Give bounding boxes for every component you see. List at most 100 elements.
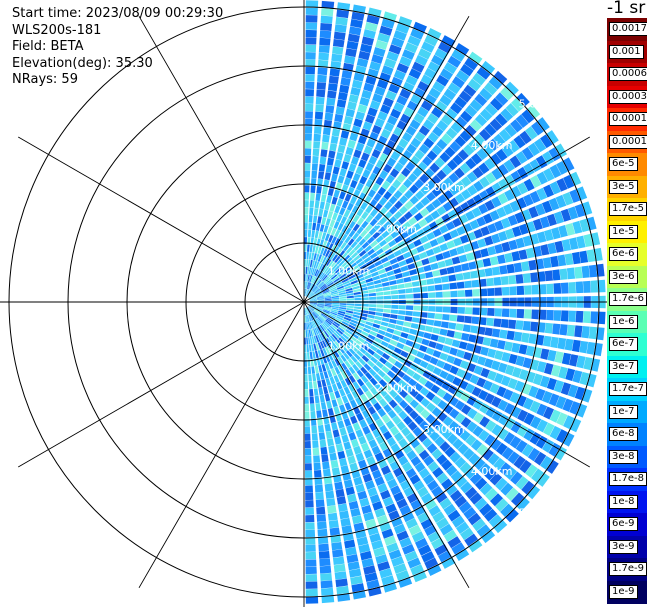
radar-gate [542,151,555,165]
radar-gate [489,493,504,507]
radar-gate [565,222,576,236]
radar-gate [539,375,550,388]
radar-gate [307,306,313,313]
radar-gate [316,279,322,286]
radar-gate [353,445,362,455]
radar-gate [317,262,322,270]
radar-gate [334,267,342,274]
radar-gate [554,240,564,253]
radar-gate [308,381,313,389]
radar-gate [343,115,354,125]
radar-gate [363,565,376,575]
radar-gate [362,270,371,277]
radar-gate [304,411,310,419]
radar-gate [448,197,459,208]
radar-gate [341,200,349,209]
radar-gate [304,163,311,171]
radar-gate [459,130,472,142]
radar-gate [335,106,345,116]
radar-gate [389,426,400,436]
radar-gate [536,403,548,417]
radar-gate [379,25,393,36]
radar-gate [458,380,469,390]
range-ring-label: 4.00km [471,465,513,478]
radar-gate [510,492,525,507]
radar-gate [310,329,314,337]
radar-gate [562,432,575,447]
radar-gate [327,317,334,323]
radar-gate [529,431,542,445]
radar-gate [313,287,319,293]
radar-gate [383,304,392,309]
radar-gate [447,55,462,68]
radar-gate [349,321,357,327]
radar-gate [380,489,391,500]
radar-gate [305,588,318,597]
radar-gate [305,266,308,274]
instrument-name-text: WLS200s-181 [12,22,102,38]
radar-gate [375,287,383,292]
radar-gate [305,29,317,38]
radar-gate [341,224,348,233]
radar-gate [336,397,344,406]
radar-gate [366,14,380,25]
azimuth-spokes [0,0,634,607]
radar-gate [458,501,472,514]
radar-gate [509,200,521,213]
radar-gate [339,273,347,279]
radar-gate [375,348,384,356]
radar-gate [316,186,322,194]
radar-gate [333,375,340,383]
radar-gate [529,159,542,173]
radar-gate [337,222,344,231]
radar-gate [510,471,523,485]
radar-gate [361,297,369,301]
radar-gate [337,144,346,154]
radar-gate [321,313,328,318]
radar-gate [387,239,397,248]
radar-gate [505,487,519,501]
radar-gate [355,142,365,152]
radar-gate [339,191,346,200]
radar-gate [381,317,390,323]
radar-gate [332,38,345,48]
radar-gate [326,337,332,346]
radar-gate [484,434,496,447]
radar-gate [404,550,418,562]
radar-gate [304,148,312,156]
radar-gate [556,160,568,175]
radar-gate [320,580,333,589]
radar-gate [320,573,333,582]
radar-gate [411,317,420,323]
radar-gate [316,306,324,310]
radar-gate [323,371,329,379]
radar-gate [319,30,332,39]
radar-gate [331,173,338,182]
radar-gate [454,193,466,204]
radar-gate [332,46,344,55]
radar-gate [339,294,347,298]
radar-gate [356,350,364,358]
radar-gate [422,473,435,485]
radar-gate [418,125,430,137]
radar-gate [386,437,397,447]
radar-gate [367,189,377,198]
radar-gate [471,386,482,397]
radar-gate [435,491,448,504]
colorbar-tick-label: 0.001 [609,44,644,59]
radar-gate [343,386,351,395]
radar-gate [346,298,355,301]
radar-gate [388,549,402,560]
radar-gate [327,188,335,197]
radar-gate [309,388,314,397]
radar-gate [317,528,328,537]
radar-gate [429,238,439,248]
radar-gate [312,447,320,456]
radar-gate [375,418,385,428]
radar-gate [397,240,406,249]
radar-gate [409,119,421,130]
radar-gate [313,310,320,317]
radar-gate [315,307,323,312]
radar-gate [383,308,391,314]
